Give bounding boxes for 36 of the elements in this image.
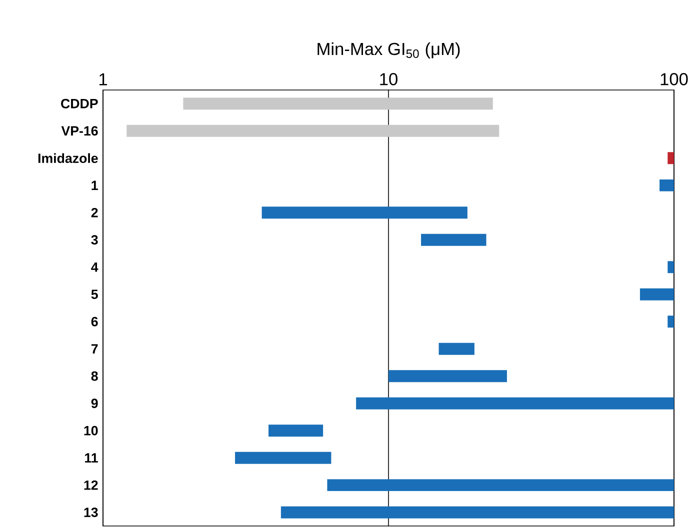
bar [268,424,324,437]
y-tick-label: Imidazole [38,153,98,164]
y-tick-label: 3 [91,235,98,245]
bar [126,124,500,137]
bar [235,452,332,464]
bar [421,234,486,246]
bar [356,397,674,410]
bar [640,288,674,300]
bar [327,479,674,492]
y-tick-label: 6 [91,316,98,326]
y-tick-label: 4 [91,262,98,272]
bar [660,179,674,192]
x-axis-title: Min-Max GI$_{50}$ (μM) [318,42,460,59]
bar [438,342,474,355]
x-tick-label: 100 [660,73,688,86]
bar [388,370,507,382]
y-tick-label: 5 [91,290,98,300]
y-tick-label: 9 [91,398,98,408]
y-tick-label: CDDP [61,98,98,108]
x-tick-label: 1 [100,73,107,86]
bar [668,261,674,274]
y-tick-label: 13 [84,508,98,518]
x-tick-label: 10 [380,73,398,86]
bar [668,152,674,164]
bar [668,316,674,328]
y-tick-label: VP-16 [61,126,98,136]
y-tick-label: 10 [84,426,98,436]
bar [262,206,468,219]
y-tick-label: 7 [91,344,98,354]
y-tick-label: 2 [91,208,98,218]
bar [183,98,493,110]
y-tick-label: 1 [92,180,98,190]
y-tick-label: 12 [84,480,98,490]
y-tick-label: 11 [85,453,98,462]
bar [280,506,674,518]
y-tick-label: 8 [91,371,98,381]
